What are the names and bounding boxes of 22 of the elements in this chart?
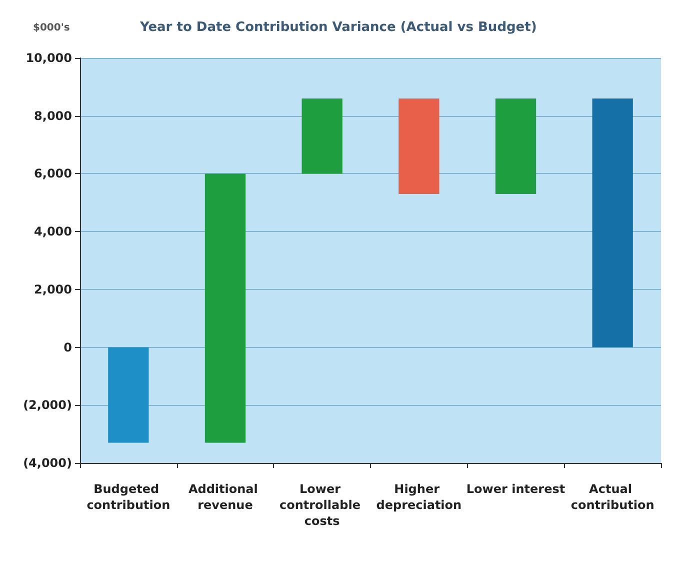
y-tick-label: 10,000 [26, 51, 72, 65]
y-tick-label: (2,000) [23, 398, 72, 412]
x-tick-label: Lower controllable costs [280, 482, 365, 528]
bar [592, 98, 633, 348]
y-tick-label: 6,000 [34, 166, 72, 181]
y-tick-label: 0 [64, 340, 72, 354]
y-tick-label: (4,000) [23, 456, 72, 470]
bar [495, 98, 536, 194]
bar [204, 174, 246, 443]
y-tick-label: 2,000 [34, 282, 72, 296]
x-tick-label: Actual contribution [570, 482, 654, 512]
bar [108, 347, 149, 443]
bar [398, 98, 440, 194]
x-tick-label: Lower interest [466, 482, 566, 496]
y-axis-title: $000's [33, 22, 70, 34]
bar [302, 98, 342, 174]
x-tick-label: Budgeted contribution [86, 482, 170, 512]
y-tick-label: 8,000 [34, 108, 72, 123]
x-tick-label: Additional revenue [188, 482, 262, 512]
x-tick-label: Higher depreciation [376, 482, 462, 512]
y-tick-label: 4,000 [34, 224, 72, 239]
chart-title: Year to Date Contribution Variance (Actual vs Budget) [139, 20, 537, 35]
